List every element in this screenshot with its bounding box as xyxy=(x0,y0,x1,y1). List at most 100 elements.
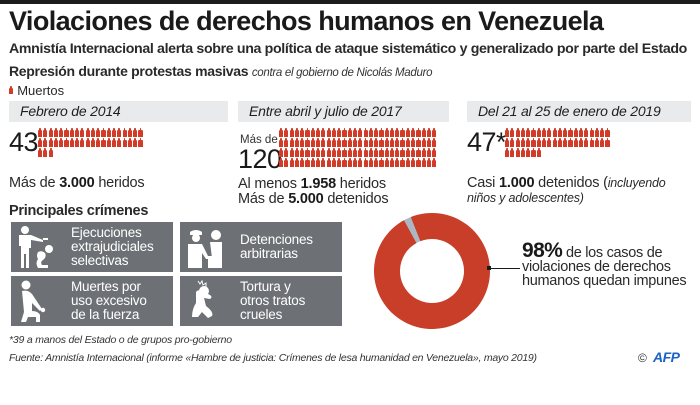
death-figure xyxy=(510,148,515,157)
death-figure xyxy=(600,138,605,147)
death-figure xyxy=(416,148,421,157)
crime-label: Detenciones arbitrarias xyxy=(240,232,313,261)
death-figure xyxy=(426,148,432,157)
death-figure xyxy=(520,148,526,157)
death-figure xyxy=(289,158,294,167)
death-figure xyxy=(515,138,520,147)
death-figure xyxy=(69,128,75,137)
death-figure xyxy=(584,138,589,147)
death-figure xyxy=(321,148,326,157)
death-figure xyxy=(368,148,374,157)
death-figure xyxy=(48,138,53,147)
death-figure xyxy=(395,138,400,147)
death-figure xyxy=(342,148,347,157)
death-figure xyxy=(563,138,568,147)
death-figure xyxy=(384,148,390,157)
death-figure xyxy=(363,128,368,137)
death-figure xyxy=(315,138,321,147)
crime-tile-executions: Ejecuciones extrajudiciales selectivas xyxy=(11,222,173,272)
death-figure xyxy=(347,128,353,137)
death-figure xyxy=(294,128,300,137)
death-figure xyxy=(520,128,526,137)
death-figure xyxy=(363,138,368,147)
death-figure xyxy=(531,148,536,157)
death-figure xyxy=(405,158,411,167)
death-figure xyxy=(85,138,90,147)
death-figure xyxy=(284,148,289,157)
person-figure-icon xyxy=(9,85,14,95)
death-figure xyxy=(552,138,557,147)
death-figure xyxy=(342,128,347,137)
death-figure xyxy=(400,158,405,167)
impunity-annotation: 98% de los casos de violaciones de derec… xyxy=(522,239,687,289)
death-figure xyxy=(605,128,610,137)
stat-line: Al menos 1.958 heridos xyxy=(238,176,386,192)
crime-label: Muertes por uso excesivo de la fuerza xyxy=(71,279,147,322)
death-figure xyxy=(605,138,610,147)
death-figure xyxy=(526,128,531,137)
death-figure xyxy=(59,128,64,137)
death-figure xyxy=(342,158,347,167)
deaths-pictogram-2014 xyxy=(38,128,145,158)
copyright-symbol: © xyxy=(638,351,647,365)
death-figure xyxy=(358,138,363,147)
death-figure xyxy=(432,138,437,147)
death-figure xyxy=(405,148,411,157)
death-figure xyxy=(426,128,432,137)
death-figure xyxy=(294,138,300,147)
death-figure xyxy=(64,138,69,147)
death-figure xyxy=(305,128,310,137)
death-figure xyxy=(43,148,48,157)
death-figure xyxy=(505,148,510,157)
arrest-icon xyxy=(188,230,222,268)
footnote: *39 a manos del Estado o de grupos pro-g… xyxy=(9,334,232,346)
section-heading: Represión durante protestas masivas cont… xyxy=(9,63,433,79)
death-figure xyxy=(321,158,326,167)
death-figure xyxy=(589,138,594,147)
deaths-pictogram-2017 xyxy=(279,128,439,168)
death-figure xyxy=(389,148,395,157)
death-figure xyxy=(557,128,563,137)
deaths-count-2017: 120 xyxy=(238,144,282,174)
death-figure xyxy=(526,148,531,157)
death-figure xyxy=(294,158,300,167)
page-title: Violaciones de derechos humanos en Venez… xyxy=(9,6,604,36)
death-figure xyxy=(568,128,573,137)
period-header-2014: Febrero de 2014 xyxy=(9,101,228,122)
death-figure xyxy=(74,128,80,137)
death-figure xyxy=(284,158,289,167)
death-figure xyxy=(395,128,400,137)
crime-tile-detentions: Detenciones arbitrarias xyxy=(180,222,342,272)
death-figure xyxy=(337,128,342,137)
death-figure xyxy=(573,128,579,137)
death-figure xyxy=(326,158,331,167)
death-figure xyxy=(363,158,368,167)
death-figure xyxy=(352,158,358,167)
death-figure xyxy=(531,138,536,147)
death-figure xyxy=(284,138,289,147)
death-figure xyxy=(389,158,395,167)
death-figure xyxy=(358,128,363,137)
death-figure xyxy=(374,148,379,157)
death-figure xyxy=(80,138,85,147)
death-figure xyxy=(421,128,426,137)
period-header-2019: Del 21 al 25 de enero de 2019 xyxy=(467,101,691,122)
death-figure xyxy=(90,138,96,147)
death-figure xyxy=(321,138,326,147)
death-figure xyxy=(310,128,316,137)
death-figure xyxy=(400,128,405,137)
death-figure xyxy=(111,128,117,137)
death-figure xyxy=(568,138,573,147)
death-figure xyxy=(432,148,437,157)
crime-label: Ejecuciones extrajudiciales selectivas xyxy=(71,225,154,268)
deaths-prefix-2017: Más de xyxy=(240,134,278,146)
section-heading-italic: contra el gobierno de Nicolás Maduro xyxy=(251,67,433,79)
kneeling-victim-icon xyxy=(21,280,46,322)
death-figure xyxy=(374,138,379,147)
death-figure xyxy=(53,128,59,137)
death-figure xyxy=(368,138,374,147)
death-figure xyxy=(389,138,395,147)
section-heading-bold: Represión durante protestas masivas xyxy=(9,63,249,79)
death-figure xyxy=(111,138,117,147)
death-figure xyxy=(315,148,321,157)
